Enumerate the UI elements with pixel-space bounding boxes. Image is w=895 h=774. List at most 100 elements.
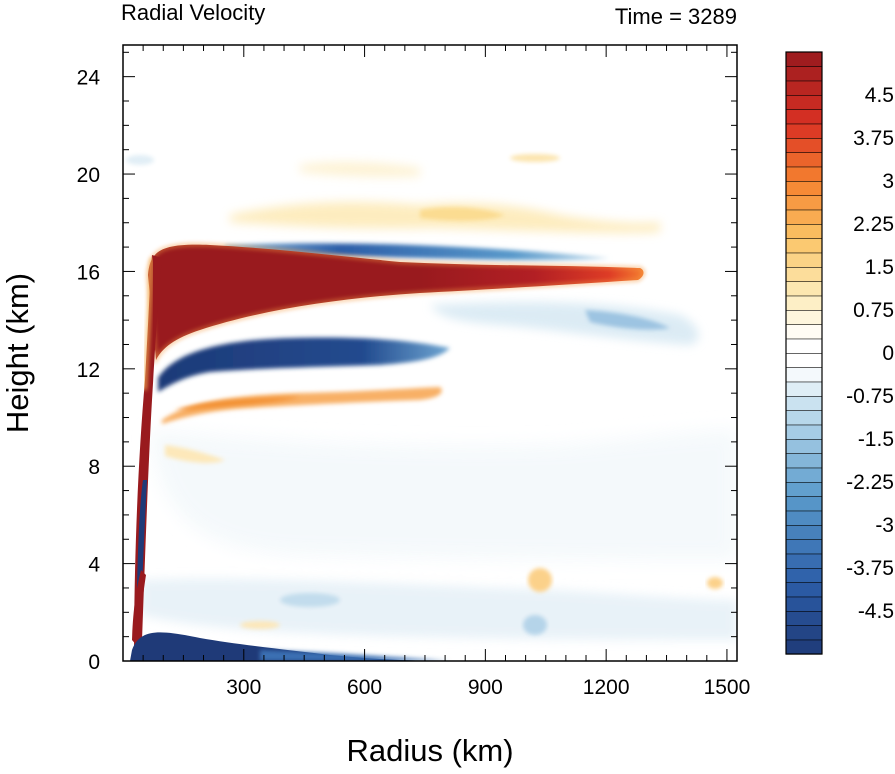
- plot-frame: [122, 44, 738, 662]
- colorbar-label: 3: [882, 170, 894, 193]
- colorbar-level: [785, 238, 823, 254]
- colorbar-label: 2.25: [853, 213, 894, 236]
- colorbar-frame: [785, 51, 823, 655]
- colorbar: 4.5 3.75 3 2.25 1.5 0.75 0 -0.75 -1.5 -2.25 -3 -3.7…: [785, 51, 894, 655]
- y-tick-label: 8: [88, 456, 100, 479]
- colorbar-level: [785, 639, 823, 655]
- colorbar-label: -1.5: [858, 428, 894, 451]
- chart-title: Radial Velocity: [121, 0, 265, 25]
- colorbar-level: [785, 424, 823, 440]
- colorbar-level: [785, 309, 823, 325]
- y-axis-label: Height (km): [0, 273, 35, 433]
- colorbar-level: [785, 338, 823, 354]
- eyewall-outflow-low: [132, 570, 146, 648]
- colorbar-label: -2.25: [846, 471, 894, 494]
- colorbar-level: [785, 596, 823, 612]
- inflow-below-outflow: [158, 337, 450, 392]
- velocity-field: [123, 45, 737, 661]
- colorbar-level: [785, 195, 823, 211]
- colorbar-label: 1.5: [865, 256, 894, 279]
- colorbar-level: [785, 496, 823, 512]
- upper-outflow-jet: [148, 244, 644, 360]
- colorbar-level: [785, 567, 823, 583]
- y-tick-label: 16: [77, 261, 100, 284]
- colorbar-level: [785, 352, 823, 368]
- lower-weak-outflow-core: [175, 397, 300, 410]
- colorbar-level: [785, 524, 823, 540]
- colorbar-level: [785, 223, 823, 239]
- high-faint-outflow: [300, 162, 420, 177]
- y-tick-label: 12: [77, 359, 100, 382]
- time-label: Time = 3289: [615, 4, 737, 29]
- lower-inflow-patch-2: [523, 615, 547, 635]
- colorbar-level: [785, 166, 823, 182]
- colorbar-level: [785, 80, 823, 96]
- colorbar-label: -3.75: [846, 557, 894, 580]
- colorbar-level: [785, 410, 823, 426]
- boundary-layer-inflow-tail: [260, 650, 450, 661]
- colorbar-label: -3: [875, 514, 894, 537]
- mid-faint-field: [150, 430, 737, 560]
- colorbar-level: [785, 295, 823, 311]
- mid-faint-outflow: [165, 445, 225, 463]
- colorbar-label: 4.5: [865, 84, 894, 107]
- jet-edge: [146, 243, 645, 366]
- lower-outflow-patch-2: [707, 577, 723, 589]
- x-tick-label: 1500: [704, 676, 751, 699]
- lower-faint-inflow: [140, 578, 737, 640]
- y-tick-label: 4: [88, 554, 100, 577]
- colorbar-level: [785, 266, 823, 282]
- y-tick-label: 0: [88, 651, 100, 674]
- colorbar-level: [785, 453, 823, 469]
- colorbar-level: [785, 66, 823, 82]
- x-axis: 300 600 900 1200 1500: [142, 45, 751, 699]
- colorbar-level: [785, 123, 823, 139]
- colorbar-level: [785, 395, 823, 411]
- y-axis: 0 4 8 12 16 20 24: [77, 51, 737, 674]
- colorbar-level: [785, 51, 823, 67]
- lower-inflow-patch: [280, 593, 340, 607]
- y-tick-label: 24: [77, 67, 101, 90]
- colorbar-label: -4.5: [858, 600, 894, 623]
- colorbar-level: [785, 381, 823, 397]
- colorbar-level: [785, 152, 823, 168]
- outflow-cap-inflow: [225, 243, 610, 261]
- colorbar-label: -0.75: [846, 385, 894, 408]
- colorbar-level: [785, 582, 823, 598]
- colorbar-level: [785, 610, 823, 626]
- x-axis-label: Radius (km): [346, 733, 513, 768]
- colorbar-level: [785, 367, 823, 383]
- colorbar-level: [785, 252, 823, 268]
- x-tick-label: 1200: [583, 676, 630, 699]
- colorbar-level: [785, 209, 823, 225]
- colorbar-label: 3.75: [853, 127, 894, 150]
- outer-upper-inflow: [430, 302, 699, 345]
- colorbar-level: [785, 109, 823, 125]
- colorbar-level: [785, 180, 823, 196]
- lower-outflow-patch-3: [240, 621, 280, 629]
- colorbar-level: [785, 539, 823, 555]
- high-faint-outflow-2: [510, 154, 560, 162]
- x-tick-label: 300: [226, 676, 261, 699]
- colorbar-level: [785, 438, 823, 454]
- colorbar-level: [785, 510, 823, 526]
- colorbar-level: [785, 281, 823, 297]
- colorbar-label: 0: [882, 342, 894, 365]
- colorbar-level: [785, 553, 823, 569]
- outer-upper-inflow-core: [585, 310, 670, 330]
- colorbar-level: [785, 467, 823, 483]
- colorbar-level: [785, 324, 823, 340]
- colorbar-level: [785, 137, 823, 153]
- high-faint-inflow: [126, 155, 154, 165]
- colorbar-level: [785, 625, 823, 641]
- colorbar-level: [785, 94, 823, 110]
- eyewall-inflow-column: [137, 480, 147, 592]
- boundary-layer-inflow: [130, 632, 450, 661]
- y-tick-label: 20: [77, 164, 100, 187]
- colorbar-label: 0.75: [853, 299, 894, 322]
- lower-outflow-patch: [528, 568, 552, 592]
- eyewall-column-edge: [143, 257, 154, 391]
- colorbar-level: [785, 481, 823, 497]
- x-tick-label: 900: [468, 676, 503, 699]
